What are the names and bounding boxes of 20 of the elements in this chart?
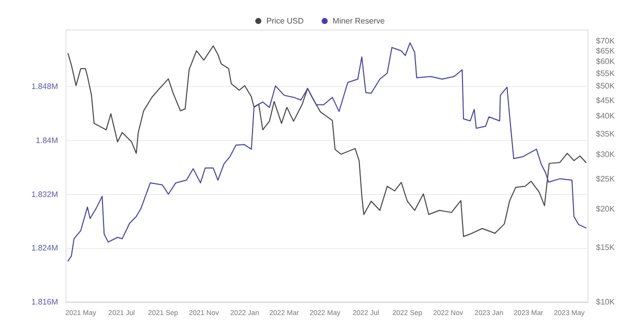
y2-tick-label: $70K (596, 36, 616, 46)
y2-tick-label: $25K (596, 174, 616, 184)
y-tick-label: 1.832M (31, 190, 58, 199)
y2-tick-label: $55K (596, 68, 616, 78)
legend-label: Miner Reserve (332, 16, 386, 26)
y2-tick-label: $50K (596, 82, 616, 91)
y2-tick-label: $40K (596, 112, 616, 121)
y2-tick-label: $10K (596, 298, 616, 306)
legend-label: Price USD (266, 16, 304, 26)
y2-tick-label: $30K (596, 150, 616, 160)
y2-tick-label: $20K (596, 204, 616, 214)
y2-tick-label: $45K (596, 96, 616, 105)
y-tick-label: 1.84M (36, 136, 58, 145)
y2-tick-label: $65K (596, 46, 616, 56)
y2-tick-label: $60K (596, 57, 616, 66)
y-tick-label: 1.816M (31, 298, 58, 306)
y2-tick-label: $15K (596, 243, 616, 252)
y2-tick-label: $35K (596, 129, 616, 138)
y-tick-label: 1.848M (31, 82, 58, 92)
y-tick-label: 1.824M (31, 244, 58, 253)
